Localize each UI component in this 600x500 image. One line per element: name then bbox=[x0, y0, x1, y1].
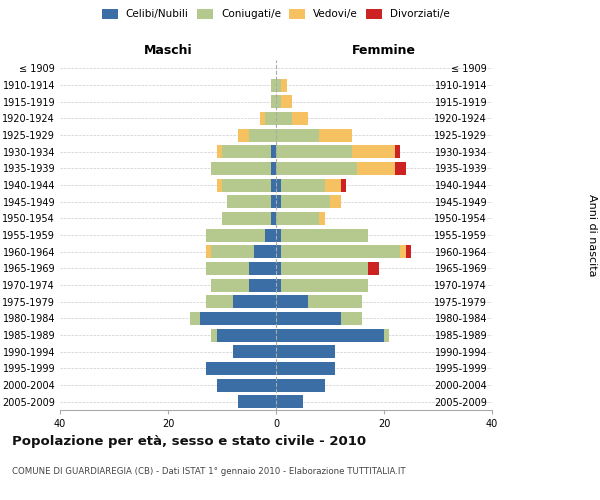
Bar bbox=[319, 212, 325, 225]
Bar bbox=[206, 295, 233, 308]
Bar bbox=[276, 312, 341, 325]
Bar bbox=[271, 145, 276, 158]
Bar bbox=[211, 162, 271, 175]
Bar bbox=[271, 195, 276, 208]
Bar bbox=[222, 212, 271, 225]
Bar bbox=[276, 395, 303, 408]
Bar bbox=[276, 328, 384, 342]
Bar bbox=[384, 328, 389, 342]
Bar bbox=[395, 145, 400, 158]
Bar bbox=[211, 245, 254, 258]
Bar bbox=[238, 128, 249, 141]
Bar bbox=[281, 78, 287, 92]
Bar bbox=[265, 112, 276, 125]
Bar bbox=[330, 195, 341, 208]
Bar bbox=[281, 262, 368, 275]
Bar bbox=[206, 262, 249, 275]
Bar bbox=[406, 245, 411, 258]
Bar bbox=[281, 95, 292, 108]
Bar bbox=[206, 228, 265, 241]
Bar bbox=[217, 178, 222, 192]
Bar bbox=[211, 328, 217, 342]
Bar bbox=[276, 362, 335, 375]
Bar bbox=[271, 212, 276, 225]
Text: Anni di nascita: Anni di nascita bbox=[587, 194, 597, 276]
Bar bbox=[276, 212, 319, 225]
Bar bbox=[276, 195, 281, 208]
Bar bbox=[276, 178, 281, 192]
Bar bbox=[190, 312, 200, 325]
Bar bbox=[276, 145, 352, 158]
Bar bbox=[276, 228, 281, 241]
Bar bbox=[281, 195, 330, 208]
Bar bbox=[260, 112, 265, 125]
Bar bbox=[308, 295, 362, 308]
Bar bbox=[368, 262, 379, 275]
Bar bbox=[281, 245, 400, 258]
Bar bbox=[276, 378, 325, 392]
Bar bbox=[271, 78, 276, 92]
Text: COMUNE DI GUARDIAREGIA (CB) - Dati ISTAT 1° gennaio 2010 - Elaborazione TUTTITAL: COMUNE DI GUARDIAREGIA (CB) - Dati ISTAT… bbox=[12, 468, 406, 476]
Bar bbox=[271, 95, 276, 108]
Bar bbox=[249, 262, 276, 275]
Bar bbox=[276, 262, 281, 275]
Bar bbox=[249, 128, 276, 141]
Bar bbox=[341, 178, 346, 192]
Legend: Celibi/Nubili, Coniugati/e, Vedovi/e, Divorziati/e: Celibi/Nubili, Coniugati/e, Vedovi/e, Di… bbox=[102, 9, 450, 20]
Bar bbox=[281, 278, 368, 291]
Bar bbox=[276, 345, 335, 358]
Bar bbox=[271, 178, 276, 192]
Bar bbox=[265, 228, 276, 241]
Bar bbox=[276, 95, 281, 108]
Bar bbox=[276, 128, 319, 141]
Bar bbox=[325, 178, 341, 192]
Bar bbox=[222, 178, 271, 192]
Bar bbox=[276, 245, 281, 258]
Bar bbox=[271, 162, 276, 175]
Bar bbox=[206, 362, 276, 375]
Bar bbox=[276, 78, 281, 92]
Bar bbox=[217, 328, 276, 342]
Bar bbox=[249, 278, 276, 291]
Text: Popolazione per età, sesso e stato civile - 2010: Popolazione per età, sesso e stato civil… bbox=[12, 435, 366, 448]
Bar bbox=[276, 278, 281, 291]
Bar bbox=[276, 295, 308, 308]
Bar bbox=[357, 162, 395, 175]
Bar bbox=[233, 345, 276, 358]
Bar bbox=[211, 278, 249, 291]
Bar bbox=[352, 145, 395, 158]
Bar bbox=[206, 245, 211, 258]
Bar bbox=[233, 295, 276, 308]
Bar bbox=[222, 145, 271, 158]
Bar bbox=[400, 245, 406, 258]
Bar bbox=[281, 178, 325, 192]
Text: Femmine: Femmine bbox=[352, 44, 416, 57]
Bar bbox=[200, 312, 276, 325]
Bar bbox=[319, 128, 352, 141]
Bar bbox=[217, 145, 222, 158]
Bar bbox=[281, 228, 368, 241]
Bar bbox=[227, 195, 271, 208]
Bar bbox=[276, 112, 292, 125]
Bar bbox=[341, 312, 362, 325]
Bar bbox=[292, 112, 308, 125]
Text: Maschi: Maschi bbox=[143, 44, 193, 57]
Bar bbox=[395, 162, 406, 175]
Bar bbox=[217, 378, 276, 392]
Bar bbox=[238, 395, 276, 408]
Bar bbox=[276, 162, 357, 175]
Bar bbox=[254, 245, 276, 258]
